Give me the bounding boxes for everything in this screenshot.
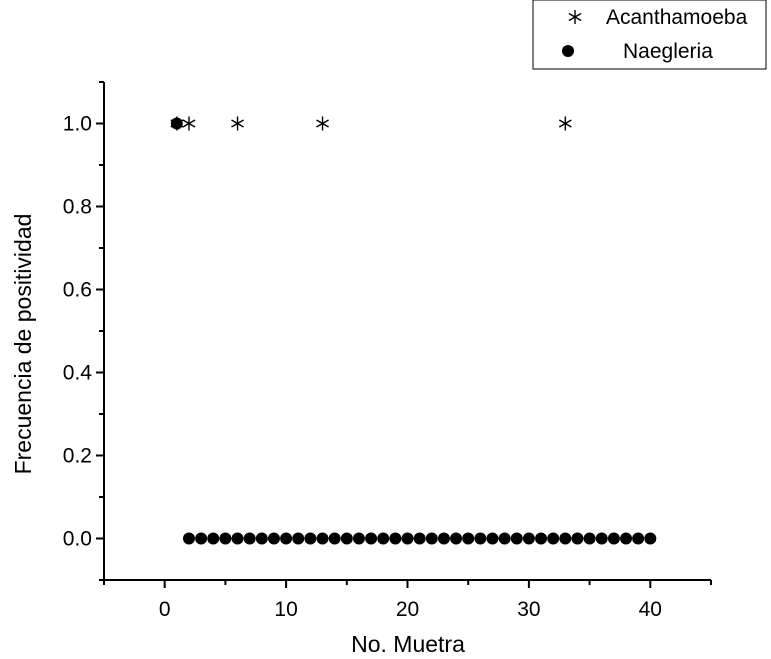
naegleria-point bbox=[583, 532, 596, 545]
naegleria-point bbox=[474, 532, 487, 545]
acanthamoeba-point bbox=[558, 116, 572, 131]
naegleria-point bbox=[535, 532, 548, 545]
naegleria-point bbox=[559, 532, 572, 545]
naegleria-point bbox=[377, 532, 390, 545]
legend-label-acanthamoeba: Acanthamoeba bbox=[606, 6, 748, 29]
acanthamoeba-point bbox=[182, 116, 196, 131]
y-tick-label: 0.2 bbox=[63, 445, 92, 468]
naegleria-point bbox=[607, 532, 620, 545]
naegleria-point bbox=[255, 532, 268, 545]
naegleria-legend-symbol bbox=[562, 45, 574, 57]
data-marks bbox=[170, 116, 657, 545]
naegleria-point bbox=[182, 532, 195, 545]
y-ticks: 0.0 0.2 0.4 0.6 0.8 1.0 bbox=[63, 81, 104, 581]
naegleria-point bbox=[389, 532, 402, 545]
x-tick-label: 30 bbox=[517, 598, 540, 621]
naegleria-point bbox=[644, 532, 657, 545]
x-tick-label: 10 bbox=[274, 598, 297, 621]
x-tick-label: 20 bbox=[396, 598, 419, 621]
naegleria-point bbox=[595, 532, 608, 545]
y-tick-label: 0.0 bbox=[63, 528, 92, 551]
y-tick-label: 1.0 bbox=[63, 113, 92, 136]
naegleria-point bbox=[280, 532, 293, 545]
y-tick-label: 0.4 bbox=[63, 362, 93, 385]
naegleria-point bbox=[207, 532, 220, 545]
naegleria-point bbox=[316, 532, 329, 545]
x-tick-label: 40 bbox=[639, 598, 662, 621]
naegleria-point bbox=[231, 532, 244, 545]
legend-marker-acanthamoeba bbox=[568, 10, 582, 24]
naegleria-point bbox=[462, 532, 475, 545]
naegleria-point bbox=[195, 532, 208, 545]
naegleria-point bbox=[219, 532, 232, 545]
naegleria-point bbox=[510, 532, 523, 545]
naegleria-point bbox=[486, 532, 499, 545]
naegleria-point bbox=[243, 532, 256, 545]
naegleria-point bbox=[170, 117, 183, 130]
legend: Acanthamoeba Naegleria bbox=[532, 0, 767, 70]
naegleria-point bbox=[450, 532, 463, 545]
naegleria-point bbox=[571, 532, 584, 545]
naegleria-point bbox=[413, 532, 426, 545]
y-tick-label: 0.8 bbox=[63, 196, 92, 219]
legend-box bbox=[532, 0, 767, 70]
x-axis-title: No. Muetra bbox=[351, 631, 465, 657]
naegleria-point bbox=[340, 532, 353, 545]
naegleria-point bbox=[437, 532, 450, 545]
naegleria-point bbox=[267, 532, 280, 545]
naegleria-point bbox=[328, 532, 341, 545]
naegleria-point bbox=[304, 532, 317, 545]
y-axis-title: Frecuencia de positividad bbox=[10, 214, 36, 475]
naegleria-point bbox=[292, 532, 305, 545]
naegleria-point bbox=[498, 532, 511, 545]
acanthamoeba-legend-symbol bbox=[568, 10, 582, 24]
naegleria-point bbox=[365, 532, 378, 545]
legend-marker-naegleria bbox=[562, 45, 574, 57]
naegleria-point bbox=[620, 532, 633, 545]
naegleria-point bbox=[632, 532, 645, 545]
legend-label-naegleria: Naegleria bbox=[623, 40, 713, 63]
acanthamoeba-point bbox=[316, 116, 329, 131]
x-ticks: 0 10 20 30 40 bbox=[103, 580, 712, 621]
y-tick-label: 0.6 bbox=[63, 279, 92, 302]
naegleria-point bbox=[352, 532, 365, 545]
x-tick-label: 0 bbox=[159, 598, 171, 621]
axes bbox=[103, 82, 711, 581]
naegleria-point bbox=[401, 532, 414, 545]
naegleria-point bbox=[425, 532, 438, 545]
acanthamoeba-point bbox=[231, 116, 244, 131]
naegleria-point bbox=[547, 532, 560, 545]
naegleria-point bbox=[522, 532, 535, 545]
